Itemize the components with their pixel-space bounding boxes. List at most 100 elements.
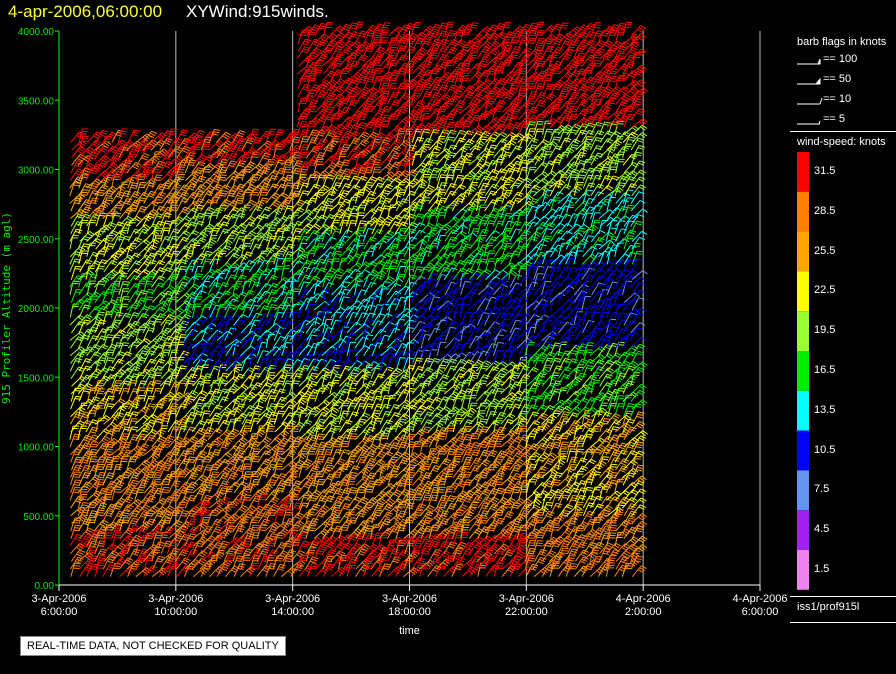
- wind-barb: [613, 289, 627, 303]
- flags-legend-title: barb flags in knots: [797, 36, 886, 48]
- wind-barb: [102, 532, 113, 547]
- wind-barb: [159, 391, 176, 402]
- wind-barb: [241, 166, 252, 181]
- wind-barb: [143, 155, 160, 166]
- wind-barb: [142, 518, 156, 532]
- wind-barb: [134, 372, 145, 387]
- wind-barb: [468, 145, 482, 158]
- wind-barb: [566, 105, 578, 120]
- wind-barb: [85, 426, 99, 440]
- wind-barb: [95, 375, 111, 387]
- wind-barb: [119, 503, 134, 517]
- wind-barb: [79, 135, 89, 151]
- wind-barb: [541, 494, 552, 509]
- wind-barb: [483, 213, 497, 227]
- wind-barb: [534, 192, 550, 204]
- wind-barb: [631, 544, 648, 555]
- wind-barb: [95, 212, 107, 227]
- wind-barb: [557, 494, 570, 509]
- wind-barb: [591, 275, 606, 288]
- wind-barb: [508, 182, 521, 196]
- wind-barb: [69, 228, 83, 242]
- wind-barb: [298, 352, 314, 364]
- wind-barb: [94, 319, 107, 334]
- wind-barb: [85, 291, 101, 303]
- wind-barb: [200, 293, 218, 303]
- flag-legend-barb: [797, 97, 823, 105]
- wind-barb: [533, 412, 549, 425]
- x-tick-label: 2:00:00: [625, 606, 662, 618]
- wind-barb: [533, 328, 548, 341]
- x-tick-label: 3-Apr-2006: [265, 593, 320, 605]
- y-tick-label: 2500.00: [18, 235, 55, 246]
- wind-barb: [160, 276, 176, 288]
- wind-barb: [142, 305, 156, 318]
- wind-barb: [565, 204, 575, 219]
- y-tick-label: 500.00: [23, 512, 54, 523]
- wind-barb: [396, 82, 407, 97]
- wind-barb: [69, 411, 84, 425]
- wind-barb: [566, 440, 577, 455]
- wind-barb: [362, 501, 373, 516]
- wind-barb: [402, 425, 415, 440]
- x-tick-label: 18:00:00: [388, 606, 431, 618]
- wind-barb: [281, 567, 298, 578]
- wind-barb: [468, 299, 485, 311]
- wind-barb: [70, 383, 87, 395]
- wind-barb: [313, 300, 330, 311]
- wind-barb: [127, 129, 141, 143]
- wind-barb: [542, 128, 553, 143]
- wind-barb: [135, 394, 146, 410]
- speed-legend-title: wind-speed: knots: [797, 136, 886, 148]
- wind-barb: [337, 311, 350, 326]
- wind-barb: [615, 300, 632, 311]
- wind-barb: [159, 478, 170, 494]
- wind-barb: [632, 565, 647, 578]
- wind-barb: [492, 334, 504, 349]
- color-scale-swatch: [797, 152, 809, 192]
- wind-barb: [632, 87, 649, 98]
- wind-barb: [86, 219, 97, 235]
- color-scale-swatch: [797, 311, 809, 351]
- wind-barb: [630, 64, 647, 75]
- wind-barb: [330, 402, 340, 417]
- color-scale-swatch: [797, 550, 809, 590]
- wind-barb: [119, 288, 129, 303]
- wind-barb: [428, 486, 440, 501]
- wind-barb: [581, 267, 596, 280]
- wind-barb: [111, 463, 123, 478]
- wind-barb: [102, 494, 112, 509]
- wind-barb: [233, 563, 246, 577]
- wind-barb: [240, 133, 257, 143]
- wind-barb: [102, 366, 116, 379]
- y-tick-label: 0.00: [35, 581, 55, 592]
- wind-barb: [622, 280, 632, 295]
- wind-barb: [151, 151, 162, 166]
- x-axis-label: time: [399, 625, 420, 637]
- wind-barb: [330, 425, 342, 440]
- wind-barb: [630, 25, 647, 37]
- wind-barb: [517, 265, 528, 280]
- wind-barb: [118, 535, 134, 547]
- plot-title: XYWind:915winds.: [186, 2, 329, 22]
- wind-barb: [631, 118, 649, 128]
- wind-barb: [94, 562, 105, 577]
- wind-barb: [288, 380, 301, 395]
- x-tick-label: 4-Apr-2006: [732, 593, 787, 605]
- wind-barb: [103, 145, 118, 159]
- wind-barb: [306, 303, 317, 318]
- wind-barb: [289, 260, 304, 273]
- wind-barb: [119, 467, 135, 479]
- wind-barb: [118, 190, 132, 204]
- wind-barb: [102, 357, 114, 372]
- wind-barb: [78, 219, 89, 235]
- wind-barb: [142, 464, 156, 478]
- wind-barb: [78, 434, 92, 448]
- wind-barb: [102, 448, 114, 463]
- wind-barb: [111, 139, 127, 151]
- wind-barb: [151, 291, 168, 303]
- wind-barb: [77, 167, 92, 181]
- wind-barb: [631, 52, 642, 67]
- wind-barb: [127, 548, 141, 562]
- wind-barb: [118, 557, 134, 570]
